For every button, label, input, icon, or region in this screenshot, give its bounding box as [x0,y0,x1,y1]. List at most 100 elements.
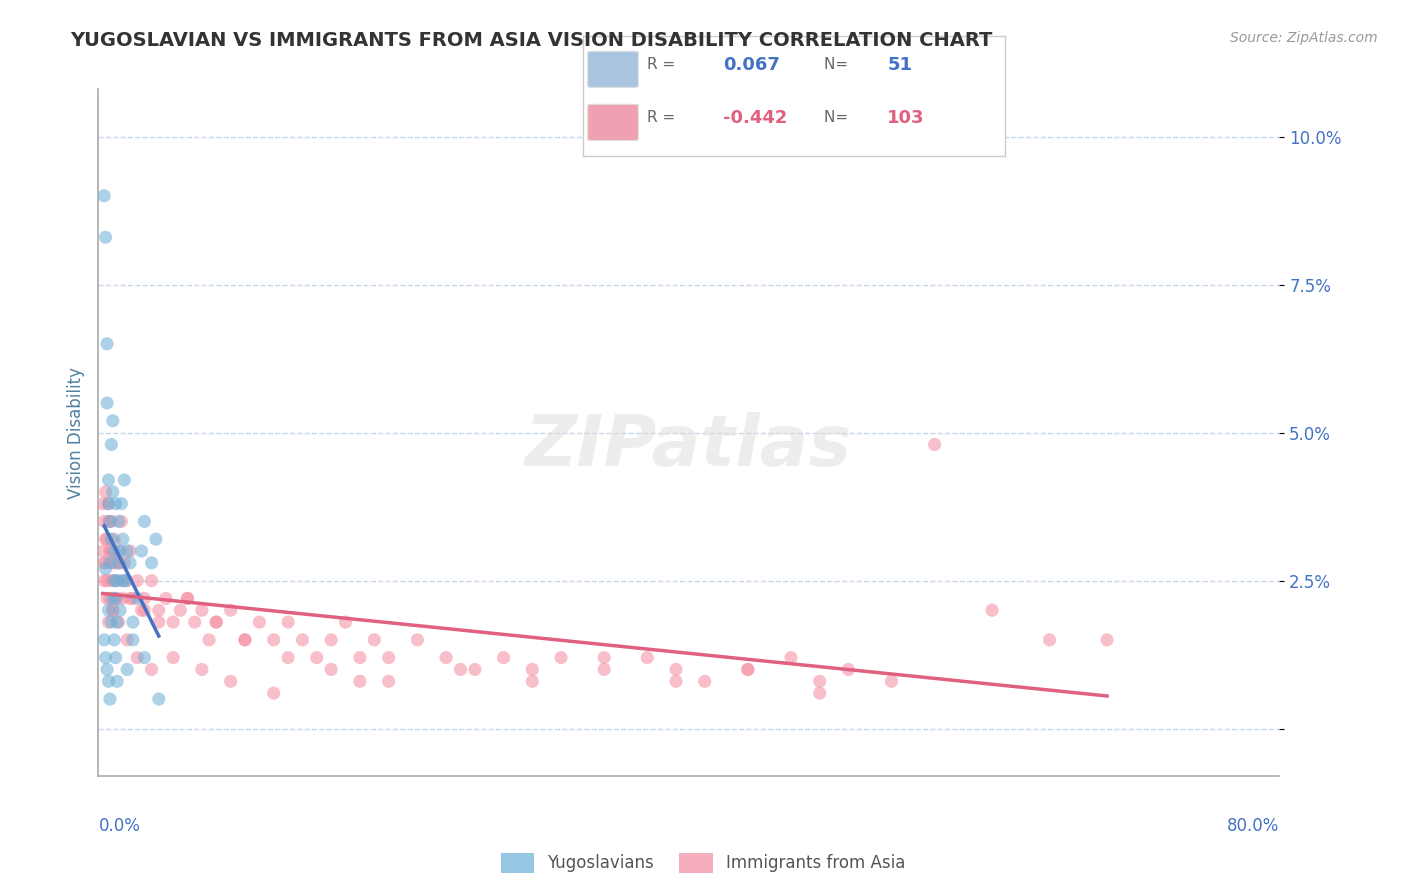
Point [111,591,134,606]
Point [127,591,149,606]
Point [111,574,134,588]
Point [105,674,128,689]
Point [122,591,145,606]
Point [104,591,127,606]
Point [141,574,163,588]
Point [808,686,831,700]
Point [233,632,256,647]
Point [464,663,486,677]
Point [112,556,135,570]
Text: Source: ZipAtlas.com: Source: ZipAtlas.com [1230,31,1378,45]
Point [169,603,191,617]
Point [97,497,120,511]
Point [191,603,214,617]
Point [115,574,138,588]
Point [96,396,118,410]
Point [103,532,125,546]
Point [101,484,124,499]
Point [122,632,145,647]
Point [105,574,128,588]
Point [780,650,803,665]
Point [94,562,117,576]
Point [837,663,859,677]
Point [107,544,129,558]
Point [104,497,127,511]
Point [100,544,122,558]
Point [101,603,124,617]
Point [141,663,163,677]
Point [98,692,121,706]
Point [98,591,121,606]
Point [118,556,141,570]
Point [162,650,184,665]
Point [636,650,658,665]
Point [93,574,115,588]
Point [277,650,299,665]
Point [111,574,134,588]
Point [110,497,132,511]
Point [97,473,120,487]
Point [162,615,184,629]
Point [305,650,328,665]
Point [96,591,118,606]
Point [107,556,129,570]
Legend: Yugoslavians, Immigrants from Asia: Yugoslavians, Immigrants from Asia [494,847,912,880]
Text: 80.0%: 80.0% [1227,817,1279,835]
Point [97,603,120,617]
Point [183,615,205,629]
Point [111,532,134,546]
Point [93,188,115,202]
Point [737,663,759,677]
FancyBboxPatch shape [588,104,638,140]
Point [103,544,125,558]
Point [96,574,118,588]
Point [593,650,616,665]
Point [434,650,457,665]
Point [118,591,141,606]
Point [105,615,128,629]
Point [263,632,285,647]
Text: N=: N= [824,110,853,125]
Point [100,515,122,529]
Point [127,574,149,588]
Point [107,515,129,529]
Point [321,663,343,677]
Point [134,650,156,665]
Point [100,574,122,588]
Point [94,650,117,665]
Point [155,591,177,606]
Point [115,632,138,647]
Point [101,591,124,606]
FancyBboxPatch shape [588,52,638,87]
Point [93,632,115,647]
Point [191,663,214,677]
Point [101,556,124,570]
Point [693,674,716,689]
Point [205,615,228,629]
Point [108,544,131,558]
Point [981,603,1004,617]
Point [291,632,314,647]
Point [148,615,170,629]
Point [101,603,124,617]
Point [134,515,156,529]
Point [122,615,145,629]
Point [94,230,117,244]
Point [880,674,903,689]
Point [205,615,228,629]
Point [97,515,120,529]
Point [96,663,118,677]
Point [550,650,572,665]
Point [98,515,121,529]
Point [665,663,688,677]
Point [737,663,759,677]
Point [98,544,121,558]
Point [233,632,256,647]
Point [93,515,115,529]
Point [104,574,127,588]
Point [97,615,120,629]
Point [1038,632,1060,647]
Text: R =: R = [647,57,681,72]
Point [148,603,170,617]
Point [115,544,138,558]
